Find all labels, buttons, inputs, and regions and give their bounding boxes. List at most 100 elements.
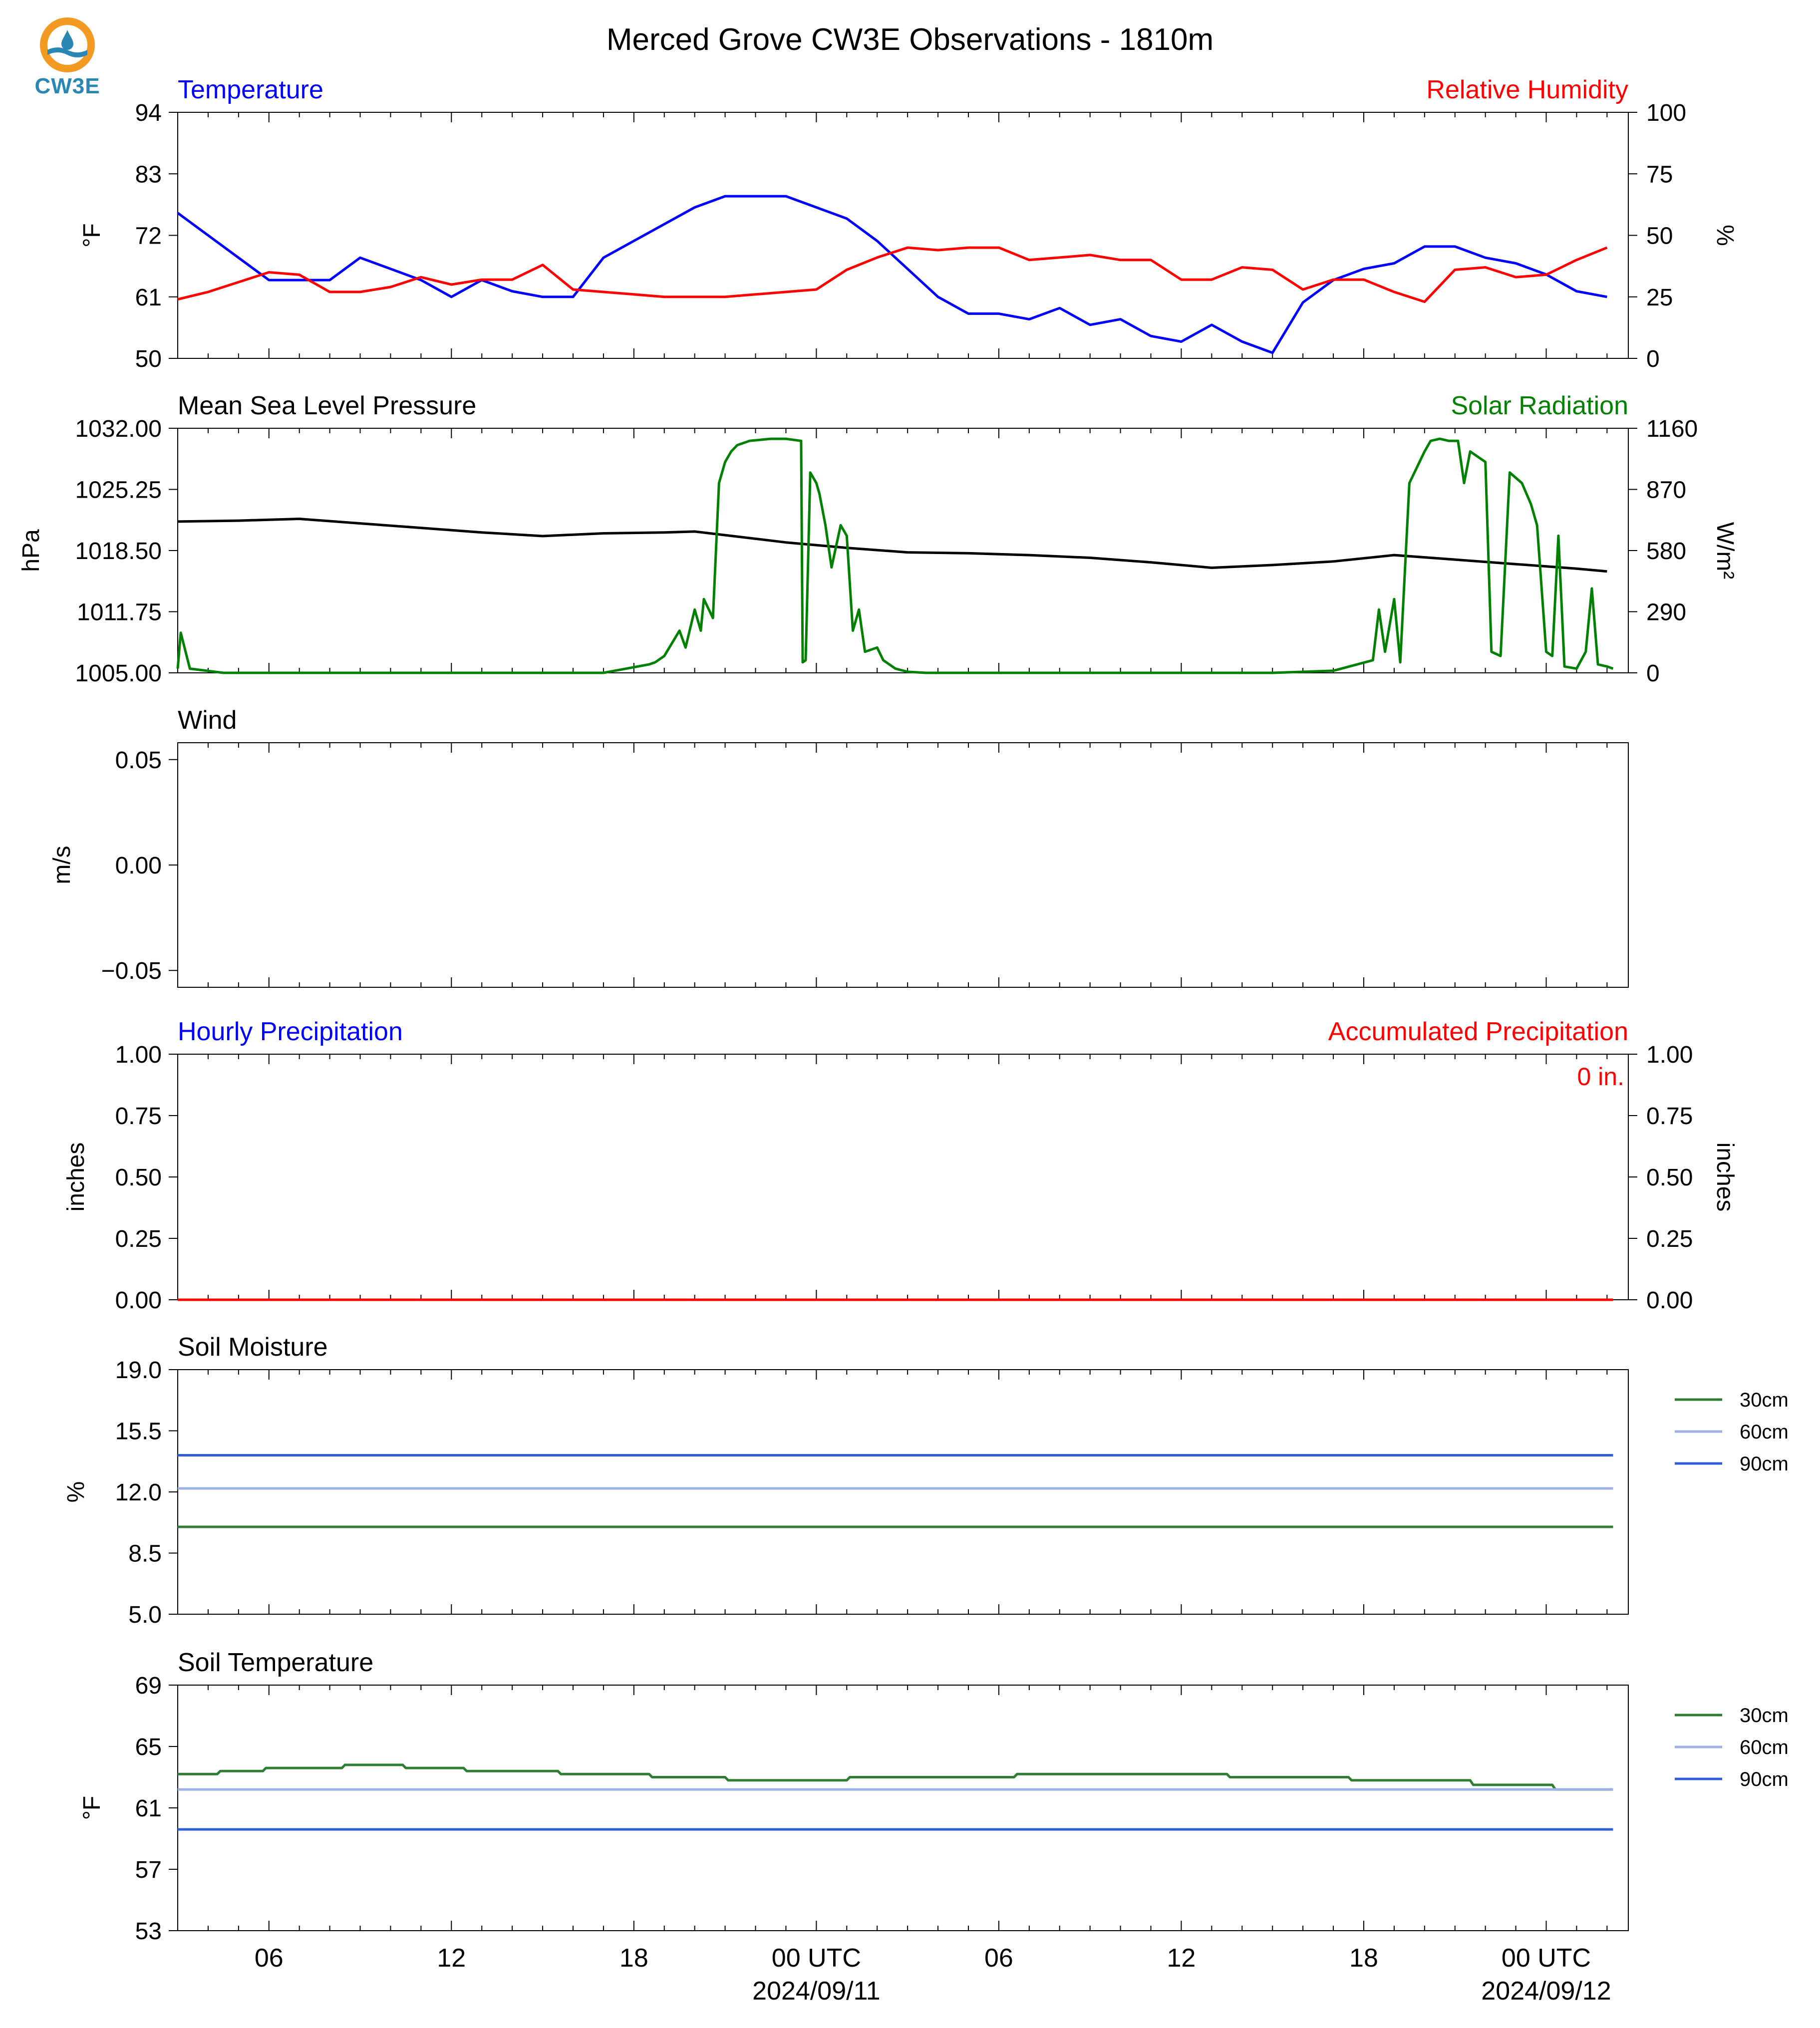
y-tick-label: 8.5	[128, 1541, 162, 1567]
y-axis-label: %	[63, 1481, 89, 1503]
accumulated-precip-annotation: 0 in.	[1577, 1063, 1624, 1091]
panel-soil_temp: 53 57 61 65 69 °F Soil Temperature 30cm 60cm 90cm	[79, 1648, 1789, 1945]
plot-frame	[177, 1054, 1629, 1300]
y-tick-label: 1032.00	[75, 416, 162, 442]
x-tick-label: 06	[255, 1944, 284, 1973]
y-tick-label: 61	[135, 285, 162, 311]
chart-title: Merced Grove CW3E Observations - 1810m	[607, 22, 1213, 57]
panel-title-left: Temperature	[178, 75, 323, 104]
cw3e-logo: CW3E	[30, 15, 105, 105]
legend-label: 90cm	[1740, 1453, 1789, 1475]
y-axis-label: °F	[79, 1796, 105, 1820]
y2-tick-label: 0	[1646, 660, 1660, 687]
panel-title-right: Relative Humidity	[1426, 75, 1628, 104]
y2-tick-label: 0.75	[1646, 1103, 1693, 1130]
x-tick-label: 18	[619, 1944, 648, 1973]
plot-frame	[177, 112, 1629, 359]
panel-title-left: Hourly Precipitation	[178, 1017, 403, 1046]
y2-axis-label: W/m²	[1712, 522, 1738, 579]
y-axis-label: inches	[63, 1143, 89, 1212]
x-tick-label: 12	[437, 1944, 466, 1973]
y2-tick-label: 0.25	[1646, 1226, 1693, 1252]
panel-title-left: Soil Moisture	[178, 1333, 328, 1362]
x-date-label: 2024/09/12	[1481, 1977, 1611, 2006]
y-tick-label: 94	[135, 100, 162, 126]
y-tick-label: 1018.50	[75, 538, 162, 565]
y-tick-label: 0.25	[115, 1226, 162, 1252]
panel-soil_moisture: 5.0 8.5 12.0 15.5 19.0% Soil Moisture 30cm 60cm…	[63, 1333, 1789, 1628]
cw3e-logo-icon	[40, 17, 95, 72]
y2-tick-label: 290	[1646, 599, 1686, 626]
y-tick-label: 12.0	[115, 1479, 162, 1506]
legend-label: 90cm	[1740, 1768, 1789, 1790]
y2-tick-label: 100	[1646, 100, 1686, 126]
y-tick-label: 83	[135, 161, 162, 188]
y2-tick-label: 0	[1646, 346, 1660, 372]
panel-temp_rh: 50 61 72 83 94 0 25 50 75 100 °F % Temperature Relati…	[79, 75, 1738, 372]
y-tick-label: 50	[135, 346, 162, 372]
y2-tick-label: 870	[1646, 477, 1686, 504]
panel-precip: 0.00 0.25 0.50 0.75 1.00 0.00 0.25 0.50 0.75 1.00…	[63, 1017, 1738, 1314]
panel-title-left: Soil Temperature	[178, 1648, 373, 1677]
x-date-label: 2024/09/11	[752, 1977, 880, 2006]
y2-tick-label: 1.00	[1646, 1042, 1693, 1068]
y-tick-label: 15.5	[115, 1419, 162, 1445]
y-tick-label: 53	[135, 1918, 162, 1945]
y-tick-label: 61	[135, 1795, 162, 1822]
legend-label: 30cm	[1740, 1705, 1789, 1727]
y-tick-label: 0.00	[115, 853, 162, 879]
series-line-solar-radiation	[176, 437, 1614, 674]
y-tick-label: 72	[135, 223, 162, 250]
y2-tick-label: 75	[1646, 161, 1673, 188]
y-tick-label: −0.05	[101, 958, 162, 984]
y-tick-label: 0.50	[115, 1164, 162, 1191]
panel-title-right: Solar Radiation	[1451, 391, 1628, 420]
plot-frame	[177, 1685, 1629, 1931]
legend-label: 30cm	[1740, 1389, 1789, 1411]
y2-tick-label: 25	[1646, 285, 1673, 311]
plot-frame	[177, 1369, 1629, 1615]
series-line-30cm	[178, 1763, 1613, 1791]
y-tick-label: 1.00	[115, 1042, 162, 1068]
panel-title-left: Wind	[178, 706, 237, 735]
panel-wind: −0.05 0.00 0.05 m/s Wind	[49, 706, 1629, 988]
y-tick-label: 0.05	[115, 747, 162, 774]
series-line-mean-sea-level-pressure	[177, 518, 1607, 573]
y2-tick-label: 0.50	[1646, 1164, 1693, 1191]
y2-tick-label: 1160	[1646, 416, 1698, 442]
series-line-temperature	[177, 195, 1607, 354]
panel-pressure_solar: 1005.00 1011.75 1018.50 1025.25 1032.00 0 290 5…	[18, 391, 1738, 687]
x-tick-label: 00 UTC	[772, 1944, 861, 1973]
y-tick-label: 0.75	[115, 1103, 162, 1130]
y2-tick-label: 0.00	[1646, 1287, 1693, 1314]
y-tick-label: 57	[135, 1857, 162, 1883]
panel-title-right: Accumulated Precipitation	[1328, 1017, 1628, 1046]
plot-frame	[177, 428, 1629, 673]
y-axis-label: hPa	[18, 529, 44, 572]
y-tick-label: 65	[135, 1734, 162, 1760]
x-tick-label: 06	[984, 1944, 1013, 1973]
plot-frame	[177, 742, 1629, 988]
y-tick-label: 5.0	[128, 1602, 162, 1628]
y-tick-label: 1011.75	[77, 599, 162, 626]
y-tick-label: 0.00	[115, 1287, 162, 1314]
y-axis-label: °F	[79, 223, 105, 248]
y-tick-label: 1005.00	[75, 660, 162, 687]
y2-tick-label: 580	[1646, 538, 1686, 565]
x-tick-label: 00 UTC	[1502, 1944, 1591, 1973]
y-tick-label: 69	[135, 1673, 162, 1699]
y-tick-label: 1025.25	[75, 477, 162, 504]
series-line-relative-humidity	[177, 246, 1608, 303]
y-tick-label: 19.0	[115, 1357, 162, 1384]
x-tick-label: 18	[1349, 1944, 1378, 1973]
y2-tick-label: 50	[1646, 223, 1673, 250]
x-tick-label: 12	[1167, 1944, 1196, 1973]
y2-axis-label: inches	[1712, 1143, 1738, 1212]
legend-label: 60cm	[1740, 1421, 1789, 1443]
panel-title-left: Mean Sea Level Pressure	[178, 391, 476, 420]
y-axis-label: m/s	[49, 846, 75, 884]
cw3e-logo-text: CW3E	[34, 74, 100, 98]
legend-label: 60cm	[1740, 1737, 1789, 1758]
y2-axis-label: %	[1712, 225, 1738, 246]
